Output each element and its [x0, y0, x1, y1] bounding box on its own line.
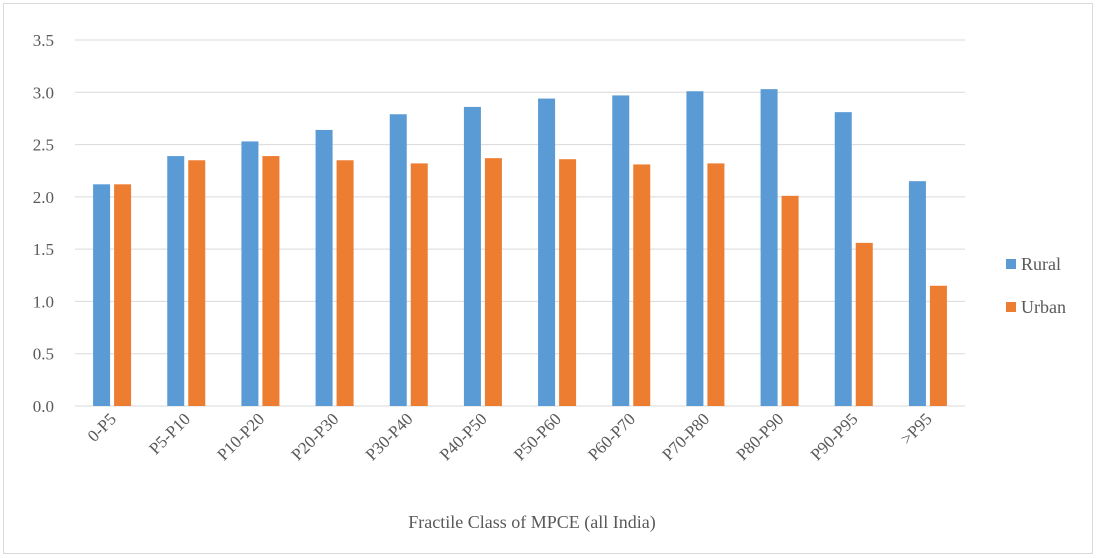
bar-rural-p90p95 [834, 112, 852, 406]
bar-urban-p70p80 [707, 163, 725, 406]
y-tick-label: 1.5 [33, 240, 54, 259]
x-tick-label: P40-P50 [436, 409, 491, 464]
bar-rural-p70p80 [686, 91, 704, 407]
bar-urban-p5p10 [188, 160, 206, 406]
bar-urban-p60p70 [633, 164, 651, 406]
x-tick-label: P80-P90 [733, 409, 788, 464]
legend-swatch-urban [1006, 302, 1016, 312]
bar-urban-p80p90 [781, 195, 799, 406]
legend-label-urban: Urban [1021, 297, 1066, 317]
bar-rural-p10p20 [241, 141, 259, 407]
bar-rural-p80p90 [760, 89, 778, 407]
bar-urban-p50p60 [559, 159, 577, 406]
legend-swatch-rural [1006, 259, 1016, 269]
y-tick-label: 2.0 [33, 188, 54, 207]
legend-label-rural: Rural [1021, 254, 1061, 274]
x-axis-title: Fractile Class of MPCE (all India) [408, 512, 655, 533]
bar-rural-p60p70 [612, 95, 630, 407]
bar-rural-p95 [908, 181, 926, 406]
y-tick-label: 3.5 [33, 31, 54, 50]
bar-urban-p20p30 [336, 160, 354, 406]
y-tick-label: 0.5 [33, 345, 54, 364]
bar-urban-p40p50 [484, 158, 502, 406]
bars [93, 89, 947, 407]
x-tick-label: P20-P30 [288, 409, 343, 464]
bar-rural-p40p50 [463, 106, 481, 406]
bar-urban-p10p20 [262, 156, 280, 406]
bar-urban-0p5 [114, 184, 132, 406]
bar-urban-p30p40 [410, 163, 428, 406]
x-tick-label: P30-P40 [362, 409, 417, 464]
x-tick-label: P10-P20 [213, 409, 268, 464]
bar-urban-p95 [929, 285, 947, 406]
x-tick-label: P90-P95 [807, 409, 862, 464]
x-tick-label: P50-P60 [510, 409, 565, 464]
bar-urban-p90p95 [855, 242, 873, 406]
x-axis-ticks: 0-P5 P5-P10 P10-P20 P20-P30 P30-P40 P40-P50 P5… [84, 409, 936, 464]
legend: Rural Urban [1006, 254, 1066, 317]
x-tick-label: P70-P80 [658, 409, 713, 464]
y-tick-label: 0.0 [33, 397, 54, 416]
x-tick-label: 0-P5 [84, 409, 120, 445]
bar-rural-p50p60 [538, 98, 556, 406]
y-tick-label: 1.0 [33, 292, 54, 311]
x-tick-label: >P95 [897, 409, 936, 448]
x-tick-label: P60-P70 [584, 409, 639, 464]
bar-rural-p5p10 [167, 156, 185, 406]
bar-rural-0p5 [93, 184, 111, 406]
x-tick-label: P5-P10 [145, 409, 194, 458]
bar-rural-p30p40 [389, 114, 407, 406]
y-tick-label: 2.5 [33, 136, 54, 155]
bar-rural-p20p30 [315, 129, 333, 406]
y-axis-ticks: 0.0 0.5 1.0 1.5 2.0 2.5 3.0 3.5 [33, 31, 54, 416]
gridlines [75, 39, 965, 407]
y-tick-label: 3.0 [33, 83, 54, 102]
